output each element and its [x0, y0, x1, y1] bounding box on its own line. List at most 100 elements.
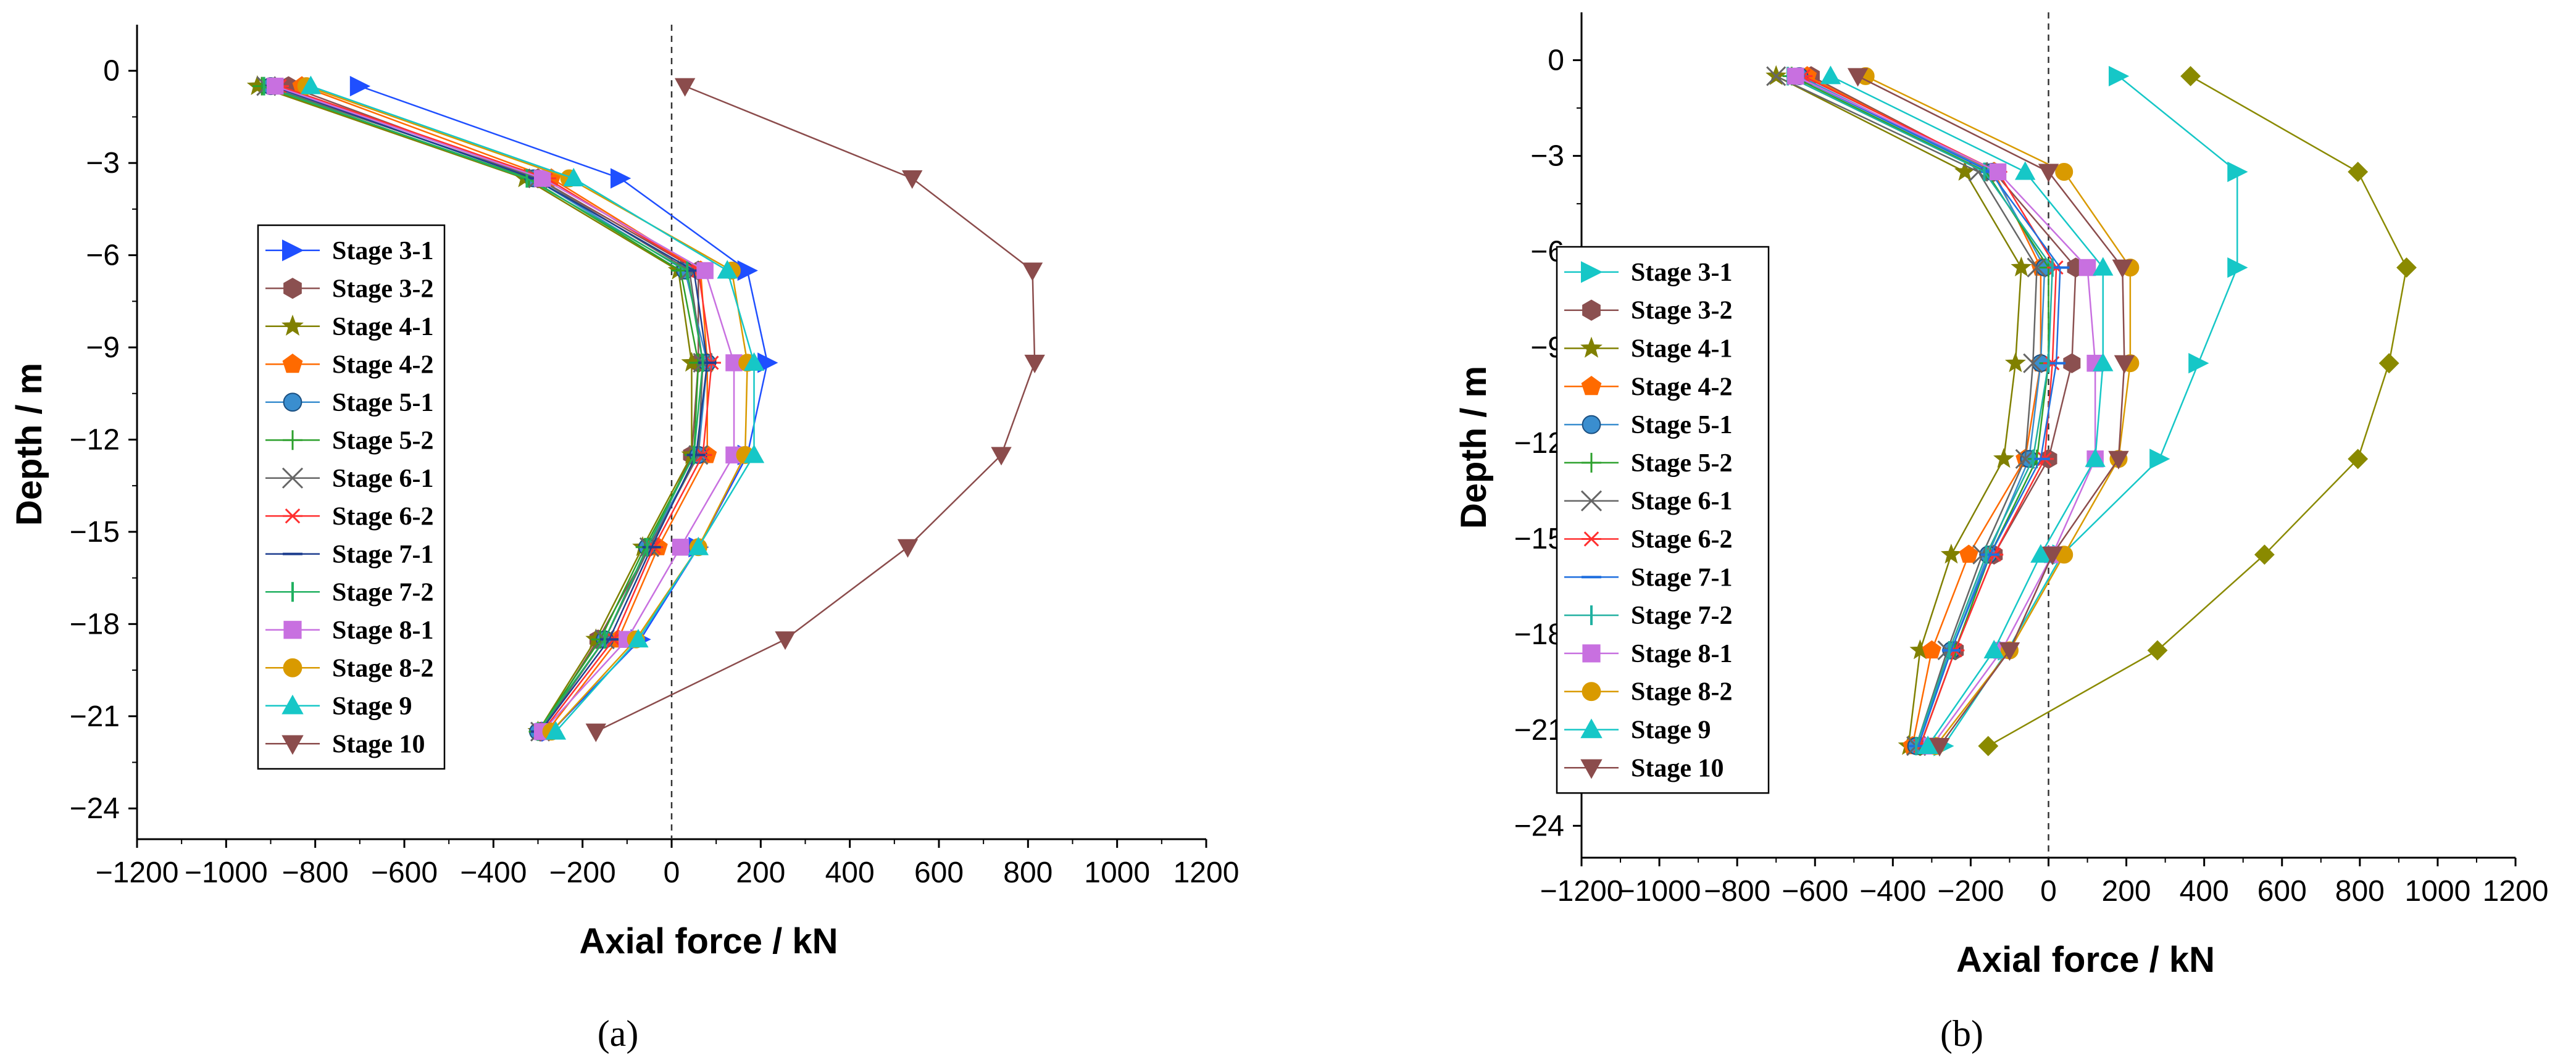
data-point	[2023, 353, 2043, 373]
series-line	[1775, 75, 2038, 747]
legend-label: Stage 10	[332, 730, 425, 758]
legend-label: Stage 8-1	[332, 616, 433, 645]
y-tick-label: −12	[1514, 427, 1564, 460]
data-point	[897, 539, 919, 558]
legend-swatch-marker	[281, 735, 304, 755]
data-point	[2042, 546, 2063, 565]
legend-label: Stage 6-1	[332, 465, 433, 493]
data-point	[611, 168, 631, 189]
data-point	[743, 444, 765, 463]
series-line	[1795, 75, 2096, 747]
series-line	[306, 85, 748, 732]
x-tick-label: −400	[460, 856, 527, 889]
legend-swatch-marker	[1581, 376, 1602, 396]
y-tick-label: −3	[1530, 140, 1564, 173]
legend-label: Stage 9	[332, 692, 412, 721]
data-point	[585, 723, 607, 742]
x-tick-label: 600	[914, 856, 964, 889]
series-13	[1847, 68, 2135, 757]
legend-swatch-marker	[1580, 336, 1603, 358]
series-line	[279, 85, 713, 732]
data-point	[563, 167, 584, 187]
legend-label: Stage 6-2	[332, 502, 433, 531]
data-point	[2180, 65, 2201, 86]
y-tick-label: −24	[70, 792, 120, 825]
series-line	[1830, 75, 2104, 747]
data-point	[2188, 353, 2209, 374]
legend-label: Stage 4-2	[332, 350, 433, 379]
x-tick-label: 1000	[1084, 856, 1150, 889]
data-point	[2038, 164, 2059, 183]
data-point	[688, 536, 709, 555]
data-point	[2078, 259, 2096, 276]
data-point	[674, 78, 696, 97]
series-line	[1865, 75, 2132, 747]
data-point	[2014, 161, 2036, 180]
series-line	[359, 85, 769, 732]
series-line	[288, 85, 699, 732]
x-tick-label: 800	[2335, 875, 2385, 908]
series-line	[1775, 75, 2022, 747]
data-point	[1820, 65, 1841, 85]
y-axis-title: Depth / m	[1454, 366, 1494, 529]
legend-label: Stage 5-1	[1631, 411, 1732, 439]
data-point	[266, 77, 284, 95]
data-point	[2011, 256, 2032, 277]
y-tick-label: −18	[70, 608, 120, 640]
data-point	[2147, 640, 2168, 661]
data-point	[672, 539, 690, 556]
data-point	[991, 447, 1012, 466]
legend-label: Stage 3-2	[1631, 297, 1732, 325]
data-point	[2085, 448, 2106, 467]
data-point	[2093, 257, 2114, 276]
data-point	[2108, 65, 2130, 87]
data-point	[2348, 449, 2369, 470]
legend-label: Stage 7-1	[1631, 563, 1732, 592]
legend-label: Stage 4-2	[1631, 373, 1732, 401]
y-tick-label: −15	[1514, 523, 1564, 555]
x-tick-label: 1200	[2483, 875, 2549, 908]
legend-label: Stage 6-2	[1631, 526, 1732, 554]
x-tick-label: 400	[825, 856, 875, 889]
series-line	[1988, 75, 2407, 747]
series-line	[1787, 75, 2054, 747]
chart-panel-b: −1200−1000 −800 −600 −400 −200 0 200 400 600 800 1…	[1454, 12, 2548, 1054]
legend-swatch-marker	[1582, 682, 1601, 702]
legend-label: Stage 5-1	[332, 389, 433, 417]
x-tick-label: 400	[2180, 875, 2229, 908]
legend-label: Stage 4-1	[332, 313, 433, 341]
data-point	[1847, 68, 1869, 87]
legend-swatch-marker	[1582, 644, 1601, 663]
data-point	[2149, 449, 2170, 470]
legend-label: Stage 5-2	[1631, 449, 1732, 478]
legend-swatch-marker	[1582, 415, 1601, 434]
legend-label: Stage 9	[1631, 716, 1711, 745]
x-tick-label: −1200	[1540, 875, 1624, 908]
data-point	[2093, 352, 2114, 371]
series-line	[264, 85, 704, 732]
data-point	[300, 75, 322, 94]
series-line	[595, 85, 1036, 732]
legend-label: Stage 5-2	[332, 426, 433, 455]
legend-label: Stage 8-2	[332, 654, 433, 682]
legend-swatch-marker	[283, 430, 302, 450]
data-point	[1999, 642, 2020, 661]
legend-swatch-marker	[283, 508, 302, 524]
legend-swatch-marker	[282, 239, 304, 262]
data-point	[2396, 257, 2417, 278]
series-12	[300, 75, 765, 740]
data-point	[737, 260, 758, 281]
panel-label: (a)	[598, 1013, 639, 1054]
x-axis-title: Axial force / kN	[579, 921, 838, 961]
data-point	[545, 721, 567, 740]
data-point	[2112, 259, 2133, 278]
data-point	[2004, 352, 2026, 373]
legend-label: Stage 7-2	[332, 578, 433, 607]
x-tick-label: 1000	[2405, 875, 2471, 908]
x-tick-label: −1000	[185, 856, 268, 889]
data-point	[2030, 544, 2051, 563]
y-tick-label: −3	[86, 147, 120, 180]
data-point	[1978, 736, 1999, 756]
data-point	[628, 629, 649, 648]
